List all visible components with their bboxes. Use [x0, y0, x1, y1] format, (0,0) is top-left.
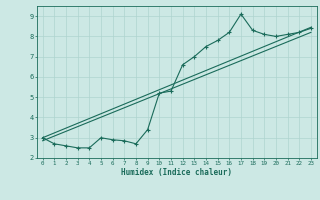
X-axis label: Humidex (Indice chaleur): Humidex (Indice chaleur): [121, 168, 232, 177]
